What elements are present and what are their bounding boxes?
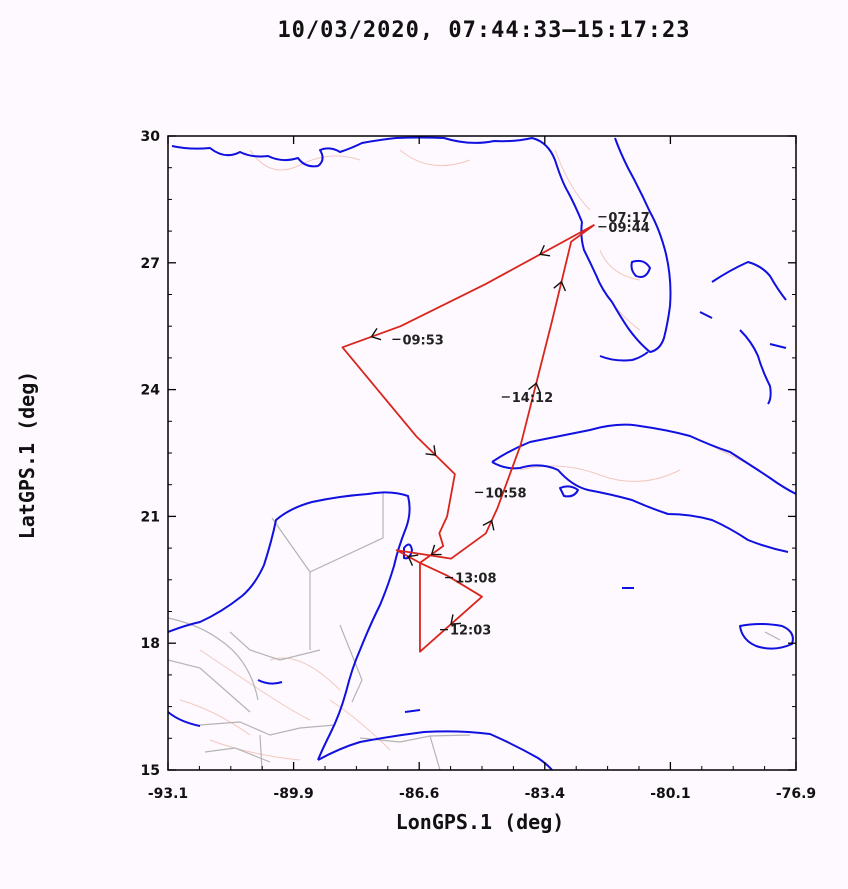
bahamas-1 — [711, 261, 787, 301]
gulf-honduras — [257, 679, 283, 685]
gulf-coast-us — [171, 136, 583, 223]
bahamas-4 — [769, 343, 787, 349]
isle-of-youth — [559, 485, 579, 498]
direction-chevron — [539, 244, 551, 257]
direction-chevron — [528, 382, 541, 393]
rivers — [179, 149, 761, 761]
bahamas-2 — [739, 329, 772, 405]
x-tick-label: -93.1 — [148, 786, 188, 802]
honduras-coast — [317, 730, 553, 770]
x-tick-label: -86.6 — [399, 786, 439, 802]
yucatan-coast — [168, 491, 411, 761]
y-axis: 15 18 21 24 27 30 — [141, 129, 796, 779]
bay-islands — [404, 709, 421, 713]
track-line — [341, 223, 595, 653]
direction-chevron — [407, 554, 419, 566]
y-tick-label: 24 — [141, 383, 161, 399]
time-annotation: 09:44 — [608, 221, 649, 236]
lake-okeechobee — [630, 259, 651, 278]
y-axis-label: LatGPS.1 (deg) — [15, 371, 39, 540]
cuba-north-coast — [491, 423, 796, 495]
direction-chevron — [370, 328, 382, 341]
y-tick-label: 15 — [141, 763, 160, 779]
direction-chevron — [482, 519, 495, 531]
florida-keys — [599, 351, 649, 362]
coastlines — [168, 136, 796, 770]
direction-chevron — [425, 445, 437, 456]
bahamas-3 — [699, 311, 713, 319]
time-annotation: 07:17 — [608, 211, 649, 226]
direction-chevron — [553, 280, 567, 292]
time-annotation: 13:08 — [455, 572, 496, 587]
y-tick-label: 21 — [141, 509, 160, 525]
pacific-coast — [168, 711, 201, 727]
cuba-south-coast — [491, 461, 789, 553]
y-tick-label: 27 — [141, 256, 160, 272]
x-axis-label: LonGPS.1 (deg) — [396, 810, 565, 834]
basemap — [168, 149, 781, 770]
direction-chevron — [450, 614, 462, 625]
political-borders — [168, 492, 781, 770]
x-tick-label: -80.1 — [650, 786, 690, 802]
flight-track — [341, 223, 595, 653]
jamaica — [739, 623, 794, 650]
x-tick-label: -89.9 — [273, 786, 313, 802]
chart-title: 10/03/2020, 07:44:33–15:17:23 — [277, 18, 691, 43]
florida-coast — [580, 137, 672, 353]
direction-arrows — [370, 244, 567, 625]
cozumel-island — [403, 543, 413, 560]
time-annotation: 12:03 — [450, 624, 491, 639]
x-tick-label: -76.9 — [776, 786, 816, 802]
x-tick-label: -83.4 — [525, 786, 566, 802]
time-annotation: 09:53 — [402, 333, 443, 348]
plot-frame — [167, 135, 797, 771]
time-annotation: 10:58 — [485, 486, 526, 501]
y-tick-label: 30 — [141, 129, 161, 145]
direction-chevron — [430, 544, 442, 556]
y-tick-label: 18 — [141, 636, 160, 652]
time-annotation: 14:12 — [512, 391, 553, 406]
x-axis: -93.1 -89.9 -86.6 -83.4 -80.1 -76.9 — [148, 136, 816, 802]
